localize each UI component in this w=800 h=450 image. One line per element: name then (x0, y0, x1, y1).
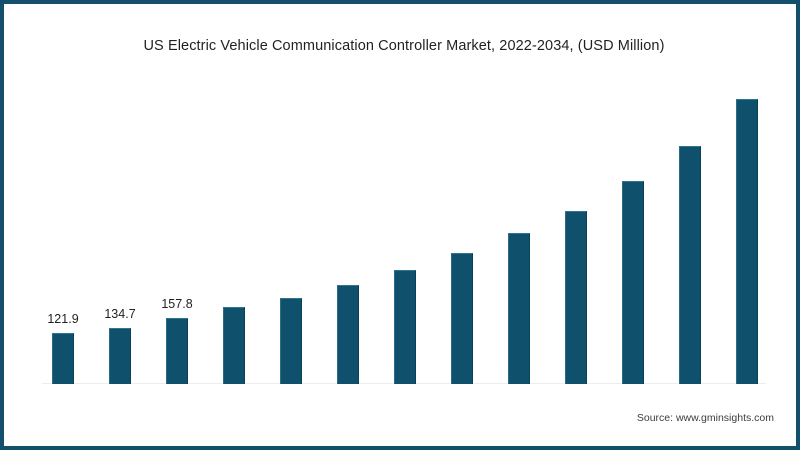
chart-title: US Electric Vehicle Communication Contro… (143, 38, 665, 54)
bar-2025[interactable] (223, 307, 245, 384)
bar-2033[interactable] (679, 146, 701, 384)
bar-value-label-2023: 134.7 (104, 307, 136, 321)
bar-2032[interactable] (622, 181, 644, 384)
bar-2027[interactable] (337, 285, 359, 384)
bar-value-label-2022: 121.9 (47, 312, 79, 326)
source-note: Source: www.gminsights.com (636, 412, 774, 424)
bar-2026[interactable] (280, 298, 302, 384)
bar-2030[interactable] (508, 233, 530, 384)
bar-2022[interactable] (52, 333, 74, 384)
bar-2028[interactable] (394, 270, 416, 384)
bar-2031[interactable] (565, 211, 587, 384)
bar-value-label-2024: 157.8 (161, 297, 193, 311)
bar-2024[interactable] (166, 318, 188, 384)
plot-area: 121.92022134.72023157.820242025202620272… (34, 74, 774, 384)
bar-2029[interactable] (451, 253, 473, 384)
bar-2023[interactable] (109, 328, 131, 384)
bar-2034[interactable] (736, 99, 758, 384)
